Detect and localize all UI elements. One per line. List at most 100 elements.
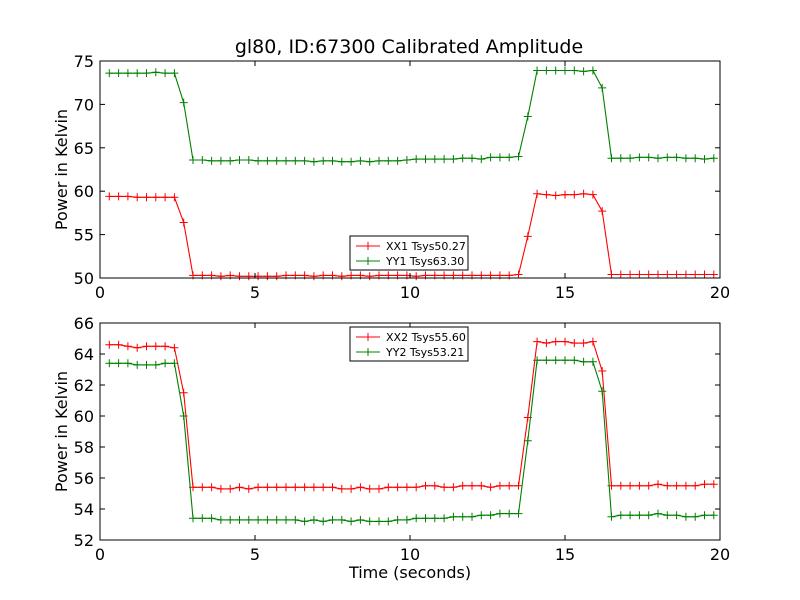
data-point-marker (198, 514, 207, 523)
data-point-marker (700, 155, 709, 164)
data-point-marker (700, 270, 709, 279)
data-point-marker (588, 337, 597, 346)
legend-marker (364, 242, 372, 250)
legend: XX2 Tsys55.60 YY2 Tsys53.21 (349, 326, 469, 362)
data-point-marker (393, 156, 402, 165)
data-point-marker (309, 483, 318, 492)
data-point-marker (170, 69, 179, 78)
data-point-marker (254, 156, 263, 165)
data-point-marker (412, 155, 421, 164)
data-point-marker (523, 436, 532, 445)
data-point-marker (356, 515, 365, 524)
data-point-marker (235, 155, 244, 164)
data-point-marker (151, 342, 160, 351)
data-point-marker (384, 483, 393, 492)
data-point-marker (709, 511, 718, 520)
y-axis-label: Power in Kelvin (52, 371, 71, 492)
data-point-marker (179, 218, 188, 227)
data-point-marker (198, 483, 207, 492)
x-tick-label: 0 (95, 545, 105, 564)
data-point-marker (402, 155, 411, 164)
data-point-marker (375, 484, 383, 493)
data-point-marker (133, 193, 142, 202)
y-tick-label: 65 (74, 139, 94, 158)
x-tick-label: 0 (95, 283, 105, 302)
data-point-marker (291, 156, 300, 165)
data-point-marker (365, 517, 374, 526)
data-point-marker (551, 337, 560, 346)
data-point-marker (412, 272, 421, 281)
data-point-marker (309, 157, 318, 166)
data-point-marker (402, 515, 411, 524)
data-point-marker (282, 515, 290, 524)
data-point-marker (644, 511, 653, 520)
data-point-marker (226, 484, 235, 493)
data-point-marker (114, 69, 123, 78)
data-point-marker (347, 517, 356, 526)
data-point-marker (142, 69, 151, 78)
y-tick-label: 60 (74, 182, 94, 201)
data-point-marker (654, 480, 662, 489)
data-point-marker (570, 356, 579, 365)
data-point-marker (105, 69, 114, 78)
data-point-marker (477, 511, 486, 520)
data-point-marker (179, 412, 188, 420)
data-point-marker (579, 67, 588, 76)
data-point-marker (114, 340, 123, 349)
data-point-marker (449, 483, 458, 492)
data-point-marker (161, 359, 170, 368)
x-tick-label: 20 (710, 545, 730, 564)
data-point-marker (365, 272, 374, 281)
data-point-marker (709, 480, 718, 489)
data-point-marker (588, 66, 597, 75)
y-tick-label: 75 (74, 52, 94, 71)
legend-label: YY2 Tsys53.21 (385, 346, 464, 359)
data-point-marker (114, 192, 123, 201)
data-point-marker (691, 481, 700, 490)
data-point-marker (561, 190, 569, 199)
data-point-marker (533, 189, 542, 198)
data-point-marker (179, 98, 188, 107)
data-point-marker (486, 511, 495, 520)
series-line (109, 340, 714, 490)
data-point-marker (123, 342, 132, 351)
data-point-marker (170, 343, 179, 352)
data-point-marker (337, 157, 346, 166)
legend: XX1 Tsys50.27 YY1 Tsys63.30 (349, 235, 469, 271)
data-point-marker (207, 483, 216, 492)
data-point-marker (570, 190, 579, 199)
data-point-marker (458, 154, 467, 163)
data-point-marker (626, 154, 635, 163)
x-axis-label: Time (seconds) (348, 563, 471, 582)
legend-marker (364, 333, 372, 341)
data-point-marker (198, 155, 207, 164)
data-point-marker (384, 517, 393, 526)
data-point-marker (709, 270, 718, 279)
data-point-marker (142, 360, 151, 369)
data-point-marker (105, 359, 114, 368)
data-point-marker (542, 356, 551, 365)
data-point-marker (505, 509, 514, 518)
y-tick-label: 58 (74, 438, 94, 457)
data-point-marker (170, 359, 179, 368)
data-point-marker (282, 483, 290, 492)
data-point-marker (709, 154, 718, 163)
data-point-marker (337, 484, 346, 493)
data-point-marker (468, 481, 476, 490)
data-point-marker (300, 483, 309, 492)
data-point-marker (477, 155, 486, 164)
data-point-marker (189, 155, 197, 164)
data-point-marker (235, 483, 244, 492)
data-point-marker (561, 337, 569, 346)
data-point-marker (458, 481, 467, 490)
legend-box (349, 326, 469, 362)
data-point-marker (514, 509, 523, 518)
data-point-marker (133, 343, 142, 352)
y-tick-label: 55 (74, 226, 94, 245)
data-point-marker (263, 156, 272, 165)
data-point-marker (691, 270, 700, 279)
data-point-marker (440, 155, 449, 164)
data-point-marker (468, 512, 476, 521)
data-point-marker (691, 512, 700, 521)
data-point-marker (300, 517, 309, 526)
